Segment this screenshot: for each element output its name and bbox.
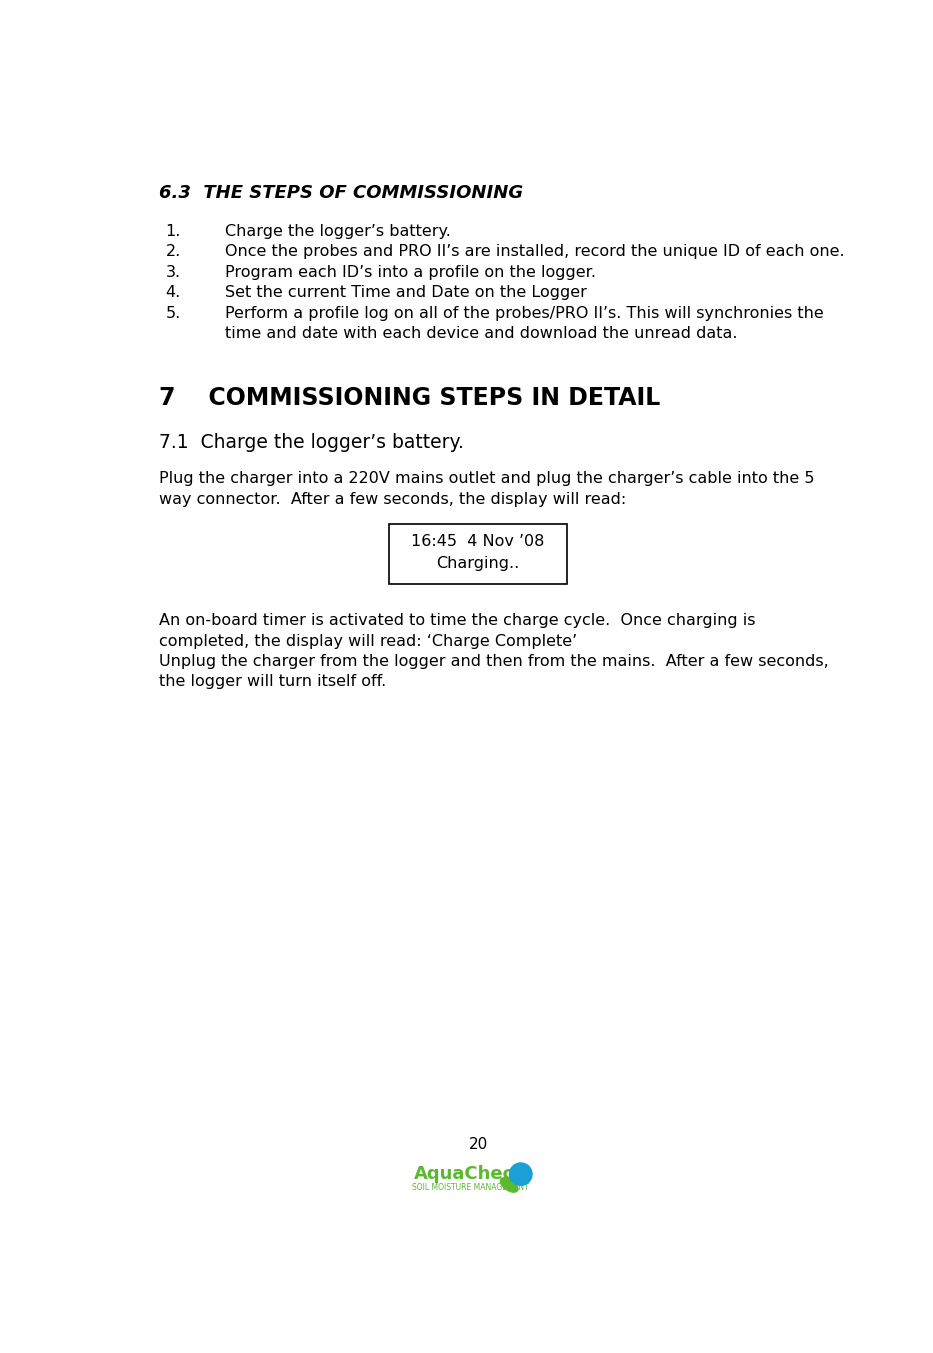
Text: 20: 20: [468, 1137, 488, 1151]
Text: Set the current Time and Date on the Logger: Set the current Time and Date on the Log…: [225, 285, 587, 300]
Text: 6.3  THE STEPS OF COMMISSIONING: 6.3 THE STEPS OF COMMISSIONING: [160, 184, 523, 202]
Text: Program each ID’s into a profile on the logger.: Program each ID’s into a profile on the …: [225, 265, 596, 280]
Text: way connector.  After a few seconds, the display will read:: way connector. After a few seconds, the …: [160, 491, 626, 506]
Text: AquaCheck: AquaCheck: [414, 1165, 526, 1183]
Text: 1.: 1.: [165, 225, 181, 239]
Text: Plug the charger into a 220V mains outlet and plug the charger’s cable into the : Plug the charger into a 220V mains outle…: [160, 471, 815, 486]
Text: Charging..: Charging..: [437, 556, 520, 571]
Text: Once the probes and PRO II’s are installed, record the unique ID of each one.: Once the probes and PRO II’s are install…: [225, 245, 844, 260]
Text: 7.1  Charge the logger’s battery.: 7.1 Charge the logger’s battery.: [160, 433, 464, 452]
Text: 4.: 4.: [165, 285, 181, 300]
Text: completed, the display will read: ‘Charge Complete’: completed, the display will read: ‘Charg…: [160, 633, 578, 648]
Text: 7    COMMISSIONING STEPS IN DETAIL: 7 COMMISSIONING STEPS IN DETAIL: [160, 387, 661, 410]
Text: time and date with each device and download the unread data.: time and date with each device and downl…: [225, 326, 738, 341]
Text: An on-board timer is activated to time the charge cycle.  Once charging is: An on-board timer is activated to time t…: [160, 613, 756, 628]
Text: Charge the logger’s battery.: Charge the logger’s battery.: [225, 225, 451, 239]
FancyBboxPatch shape: [389, 524, 567, 584]
Circle shape: [509, 1164, 532, 1185]
Text: SOIL MOISTURE MANAGEMENT: SOIL MOISTURE MANAGEMENT: [412, 1183, 529, 1192]
Text: Perform a profile log on all of the probes/PRO II’s. This will synchronies the: Perform a profile log on all of the prob…: [225, 306, 824, 321]
Text: 3.: 3.: [165, 265, 181, 280]
Ellipse shape: [500, 1177, 518, 1192]
Text: 5.: 5.: [165, 306, 181, 321]
Text: the logger will turn itself off.: the logger will turn itself off.: [160, 674, 386, 690]
Text: Unplug the charger from the logger and then from the mains.  After a few seconds: Unplug the charger from the logger and t…: [160, 653, 829, 668]
Text: 16:45  4 Nov ’08: 16:45 4 Nov ’08: [411, 534, 545, 549]
Text: 2.: 2.: [165, 245, 181, 260]
